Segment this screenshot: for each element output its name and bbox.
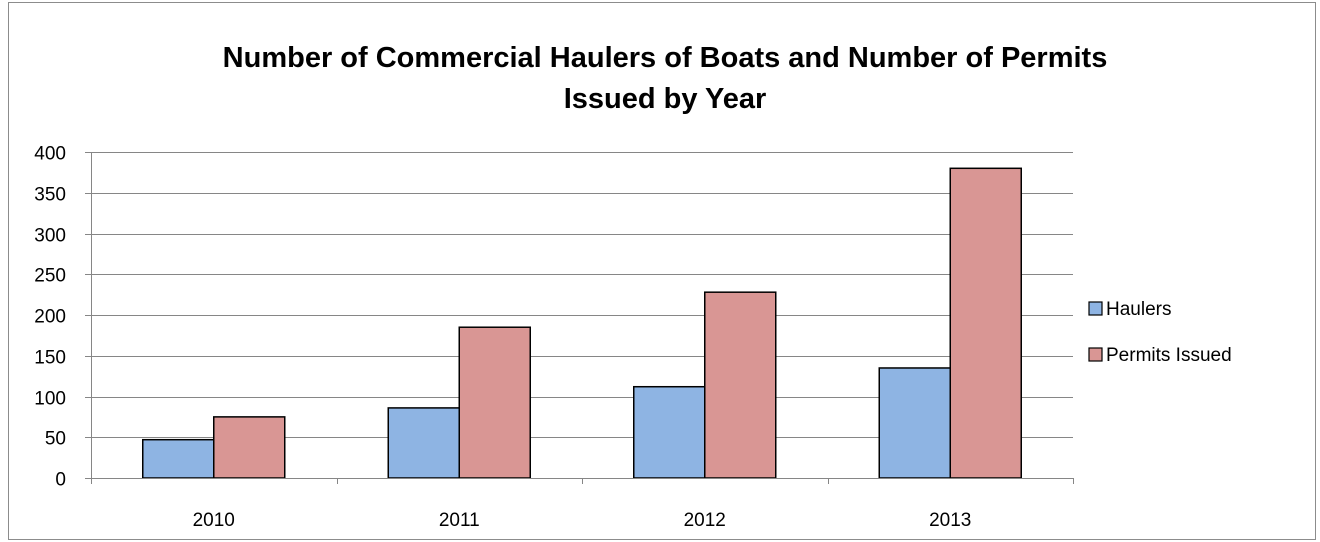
legend-swatch-haulers bbox=[1088, 301, 1103, 316]
x-tick-label: 2013 bbox=[929, 510, 971, 531]
y-tick-label: 50 bbox=[45, 429, 66, 450]
bar-haulers-2011 bbox=[387, 407, 460, 479]
x-axis-tick-labels: 2010 2011 2012 2013 bbox=[193, 510, 972, 531]
y-tick-label: 100 bbox=[34, 389, 66, 410]
x-tick-label: 2011 bbox=[439, 510, 480, 531]
y-tick-label: 300 bbox=[34, 226, 66, 247]
bar-permits-issued-2011 bbox=[458, 326, 531, 479]
legend: Haulers Permits Issued bbox=[1088, 299, 1232, 366]
bar-permits-issued-2012 bbox=[704, 291, 777, 479]
y-tick-label: 400 bbox=[34, 144, 66, 165]
chart-title: Number of Commercial Haulers of Boats an… bbox=[0, 38, 1320, 120]
y-tick-label: 150 bbox=[34, 348, 66, 369]
bar-permits-issued-2010 bbox=[213, 416, 286, 479]
y-tick-label: 200 bbox=[34, 307, 66, 328]
bar-permits-issued-2013 bbox=[949, 167, 1022, 479]
y-tick-label: 350 bbox=[34, 185, 66, 206]
y-tick-label: 0 bbox=[55, 470, 66, 491]
y-tick-label: 250 bbox=[34, 266, 66, 287]
x-tick-label: 2010 bbox=[193, 510, 235, 531]
bar-haulers-2012 bbox=[633, 385, 706, 479]
legend-label-haulers: Haulers bbox=[1106, 299, 1171, 320]
x-tick-label: 2012 bbox=[684, 510, 726, 531]
x-axis bbox=[85, 152, 1074, 484]
bars bbox=[142, 167, 1022, 479]
y-axis-tick-labels: 0 50 100 150 200 250 300 350 400 bbox=[34, 144, 66, 491]
chart-title-line-1: Number of Commercial Haulers of Boats an… bbox=[222, 42, 1108, 74]
legend-label-permits-issued: Permits Issued bbox=[1106, 345, 1232, 366]
legend-swatch-permits-issued bbox=[1088, 347, 1103, 362]
chart-title-line-2: Issued by Year bbox=[563, 83, 767, 115]
bar-haulers-2013 bbox=[878, 367, 951, 479]
bar-haulers-2010 bbox=[142, 438, 215, 479]
